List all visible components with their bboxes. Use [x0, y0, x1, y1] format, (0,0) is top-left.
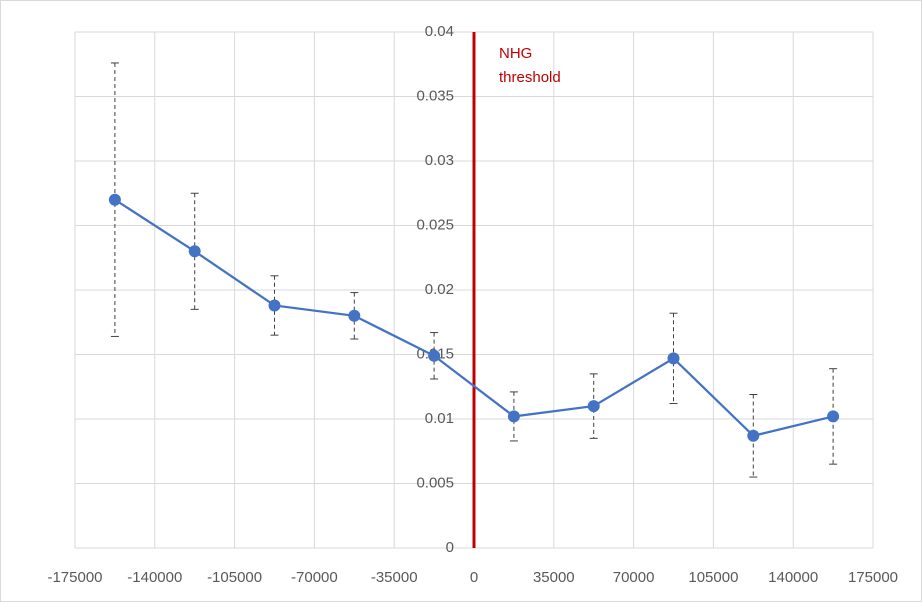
y-tick-label: 0.04 — [425, 23, 454, 40]
threshold-label: NHG — [499, 45, 532, 62]
x-tick-label: 175000 — [848, 569, 898, 586]
point — [108, 193, 121, 206]
point — [507, 410, 520, 423]
y-tick-label: 0.025 — [416, 216, 454, 233]
point — [268, 299, 281, 312]
x-tick-label: -175000 — [47, 569, 102, 586]
x-tick-label: 105000 — [688, 569, 738, 586]
point — [428, 349, 441, 362]
x-tick-label: 35000 — [533, 569, 575, 586]
point — [667, 352, 680, 365]
point — [747, 429, 760, 442]
y-tick-label: 0.03 — [425, 152, 454, 169]
threshold-label: threshold — [499, 69, 561, 86]
y-tick-label: 0 — [446, 539, 454, 556]
x-tick-label: -140000 — [127, 569, 182, 586]
x-tick-label: -35000 — [371, 569, 418, 586]
point — [827, 410, 840, 423]
point — [587, 400, 600, 413]
series-line — [114, 198, 834, 438]
x-tick-label: -70000 — [291, 569, 338, 586]
x-tick-label: -105000 — [207, 569, 262, 586]
y-tick-label: 0.005 — [416, 474, 454, 491]
x-tick-label: 140000 — [768, 569, 818, 586]
x-tick-label: 0 — [470, 569, 478, 586]
point — [348, 309, 361, 322]
y-tick-label: 0.01 — [425, 410, 454, 427]
error-bar — [589, 373, 598, 439]
y-tick-label: 0.02 — [425, 281, 454, 298]
x-tick-label: 70000 — [613, 569, 655, 586]
y-tick-label: 0.035 — [416, 87, 454, 104]
point — [188, 245, 201, 258]
error-bar — [749, 393, 758, 478]
error-bar — [829, 368, 838, 465]
